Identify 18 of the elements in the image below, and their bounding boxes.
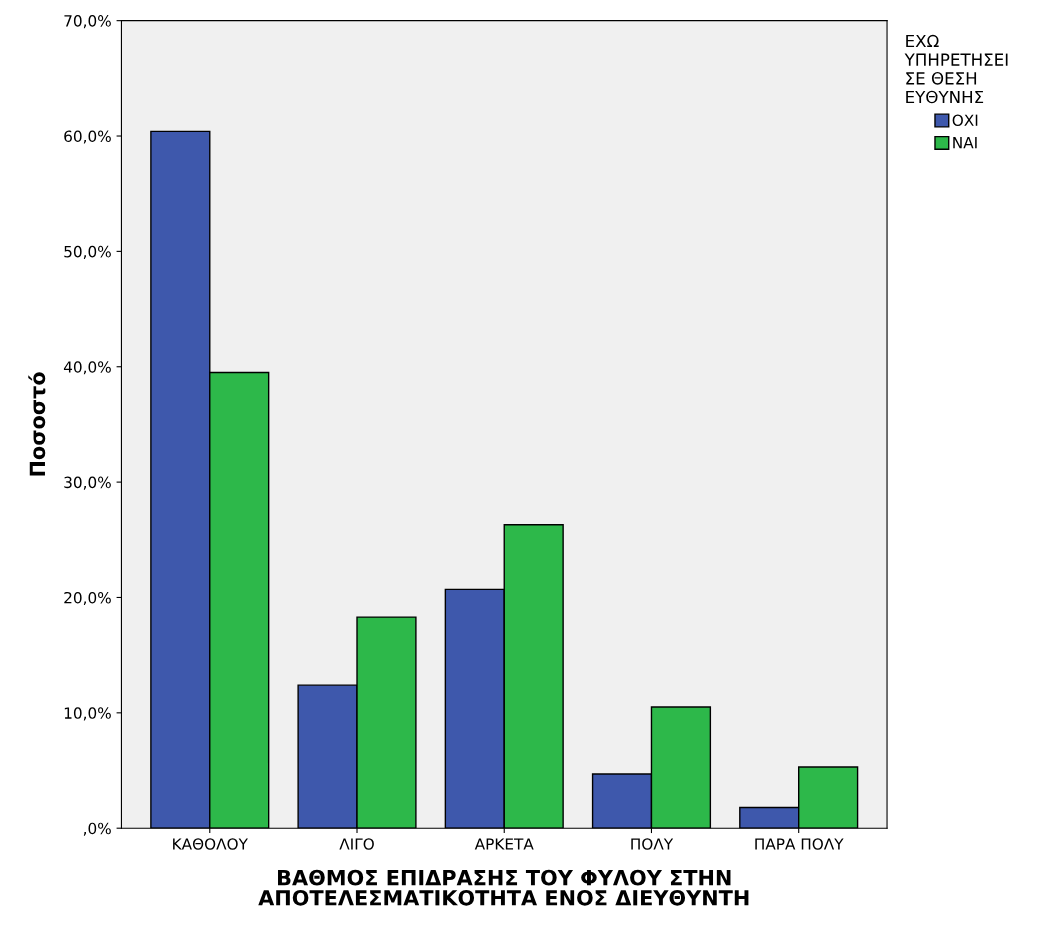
y-tick-label: 60,0% (64, 130, 111, 144)
y-tick-label: 40,0% (63, 361, 111, 375)
x-tick-label: ΛΙΓΟ (339, 838, 374, 850)
x-tick-label: ΠΟΛΥ (631, 838, 674, 850)
y-tick-label: 70,0% (64, 15, 111, 29)
y-tick-label: 20,0% (64, 591, 111, 606)
x-tick-label: ΚΑΘΟΛΟΥ (173, 838, 248, 850)
legend-title: ΕΧΩ ΥΠΗΡΕΤΗΣΕΙ ΣΕ ΘΕΣΗ ΕΥΘΥΝΗΣ (904, 34, 1008, 104)
y-axis-title: Ποσοστό (28, 372, 46, 476)
y-tick-label: 50,0% (64, 245, 111, 259)
y-tick-label: ,0% (83, 822, 111, 836)
y-tick-label: 30,0% (64, 476, 111, 490)
x-tick-label: ΑΡΚΕΤΑ (474, 838, 534, 850)
y-tick-label: 10,0% (64, 707, 111, 721)
x-tick-label: ΠΑΡΑ ΠΟΛΥ (755, 838, 844, 850)
x-axis-title: ΒΑΘΜΟΣ ΕΠΙΔΡΑΣΗΣ ΤΟΥ ΦΥΛΟΥ ΣΤΗΝ ΑΠΟΤΕΛΕΣΜΑΤΙΚΟΤΗΤΑ ΕΝΟΣ ΔΙΕΥΘΥΝΤΗ (258, 869, 749, 906)
legend-label: ΟΧΙ (952, 114, 978, 126)
legend-label: ΝΑΙ (953, 137, 977, 149)
